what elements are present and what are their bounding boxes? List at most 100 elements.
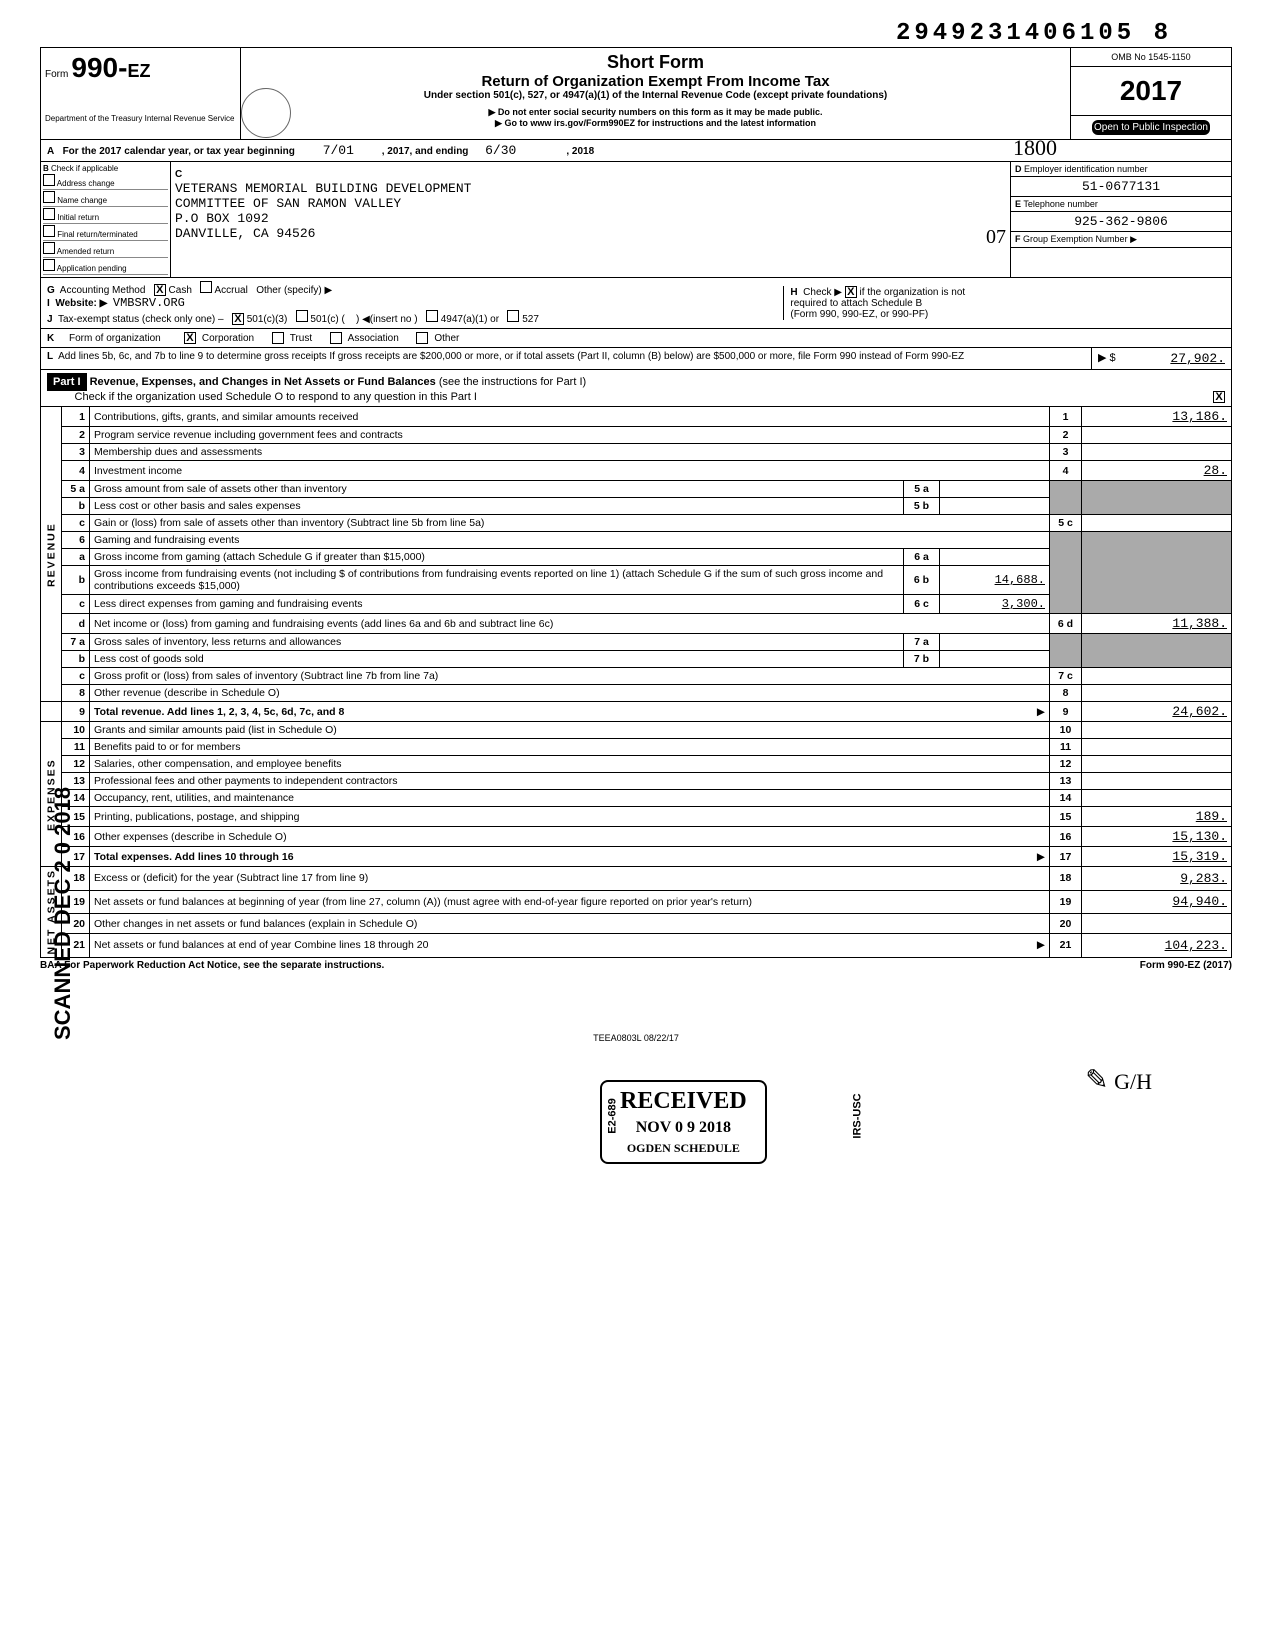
h-text4: (Form 990, 990-EZ, or 990-PF) <box>790 309 928 320</box>
line-16-val: 15,130. <box>1082 827 1232 847</box>
line-1-val: 13,186. <box>1082 407 1232 427</box>
line-7a-desc: Gross sales of inventory, less returns a… <box>90 634 904 651</box>
line-4-desc: Investment income <box>90 461 1050 481</box>
handwritten-1800: 1800 <box>1013 135 1057 161</box>
row-k: K Form of organization X Corporation Tru… <box>40 328 1232 347</box>
cb-501c3[interactable]: X <box>232 313 244 325</box>
shade-6-val <box>1082 532 1232 614</box>
cb-527[interactable] <box>507 310 519 322</box>
org-addr-2: DANVILLE, CA 94526 <box>175 226 315 241</box>
line-9-desc: Total revenue. Add lines 1, 2, 3, 4, 5c,… <box>90 702 1050 722</box>
cb-accrual[interactable] <box>200 281 212 293</box>
lbl-amended: Amended return <box>57 247 114 256</box>
col-c: C VETERANS MEMORIAL BUILDING DEVELOPMENT… <box>171 162 1011 277</box>
label-e: E <box>1015 199 1021 209</box>
lbl-address-change: Address change <box>57 179 115 188</box>
line-6d-num: d <box>62 614 90 634</box>
part1-header-row: Part I Revenue, Expenses, and Changes in… <box>40 369 1232 406</box>
line-5b-desc: Less cost or other basis and sales expen… <box>90 498 904 515</box>
h-text2: if the organization is not <box>860 287 966 298</box>
lbl-501c3: 501(c)(3) <box>247 314 288 325</box>
footer-code: TEEA0803L 08/22/17 <box>40 1033 1232 1043</box>
line-5c-val <box>1082 515 1232 532</box>
line-7a-num: 7 a <box>62 634 90 651</box>
line-13-desc: Professional fees and other payments to … <box>90 773 1050 790</box>
line-13-val <box>1082 773 1232 790</box>
title-main: Short Form <box>249 52 1062 73</box>
tax-exempt-label: Tax-exempt status (check only one) – <box>58 314 224 325</box>
cb-address-change[interactable]: Address change <box>43 173 168 190</box>
cb-trust[interactable] <box>272 332 284 344</box>
group-exempt-label: Group Exemption Number <box>1023 234 1128 244</box>
stamp-e2689: E2-689 <box>607 1098 619 1133</box>
form-number-box: Form 990-EZ Department of the Treasury I… <box>41 48 241 139</box>
line-6c-mval: 3,300. <box>940 595 1050 614</box>
line-6-desc: Gaming and fundraising events <box>90 532 1050 549</box>
line-7b-mid: 7 b <box>904 651 940 668</box>
line-2-val <box>1082 427 1232 444</box>
line-10-rnum: 10 <box>1050 722 1082 739</box>
line-6d-rnum: 6 d <box>1050 614 1082 634</box>
line-2-desc: Program service revenue including govern… <box>90 427 1050 444</box>
label-j: J <box>47 314 53 325</box>
cb-no-schedule-b[interactable]: X <box>845 286 857 298</box>
cb-application-pending[interactable]: Application pending <box>43 258 168 275</box>
line-18-desc: Excess or (deficit) for the year (Subtra… <box>90 867 1050 891</box>
line-15-rnum: 15 <box>1050 807 1082 827</box>
ein-label: Employer identification number <box>1024 164 1148 174</box>
lbl-app-pending: Application pending <box>57 264 127 273</box>
received-date: NOV 0 9 2018 <box>620 1119 747 1137</box>
line-20-desc: Other changes in net assets or fund bala… <box>90 914 1050 934</box>
line-20-val <box>1082 914 1232 934</box>
header-id: 2949231406105 8 <box>40 20 1232 47</box>
line-2-num: 2 <box>62 427 90 444</box>
form-header: Form 990-EZ Department of the Treasury I… <box>40 47 1232 139</box>
cb-schedule-o[interactable]: X <box>1213 391 1225 403</box>
line-5b-num: b <box>62 498 90 515</box>
row-a-text: For the 2017 calendar year, or tax year … <box>63 146 295 157</box>
label-b: B <box>43 164 49 173</box>
line-8-desc: Other revenue (describe in Schedule O) <box>90 685 1050 702</box>
received-office: OGDEN SCHEDULE <box>620 1141 747 1156</box>
shade-5 <box>1050 481 1082 515</box>
cb-final-return[interactable]: Final return/terminated <box>43 224 168 241</box>
part1-title: Revenue, Expenses, and Changes in Net As… <box>90 376 436 388</box>
col-def: D Employer identification number 51-0677… <box>1011 162 1231 277</box>
label-i: I <box>47 298 50 309</box>
line-16-rnum: 16 <box>1050 827 1082 847</box>
cb-name-change[interactable]: Name change <box>43 190 168 207</box>
row-ghi: G Accounting Method X Cash Accrual Other… <box>40 277 1232 328</box>
cb-other-org[interactable] <box>416 332 428 344</box>
line-5c-rnum: 5 c <box>1050 515 1082 532</box>
cb-cash[interactable]: X <box>154 284 166 296</box>
line-12-val <box>1082 756 1232 773</box>
line-6b-mval: 14,688. <box>940 566 1050 595</box>
section-revenue: REVENUE <box>41 407 62 702</box>
h-text3: required to attach Schedule B <box>790 298 922 309</box>
cb-amended[interactable]: Amended return <box>43 241 168 258</box>
line-13-rnum: 13 <box>1050 773 1082 790</box>
line-2-rnum: 2 <box>1050 427 1082 444</box>
cb-initial-return[interactable]: Initial return <box>43 207 168 224</box>
line-20-rnum: 20 <box>1050 914 1082 934</box>
line-6d-desc: Net income or (loss) from gaming and fun… <box>90 614 1050 634</box>
label-g: G <box>47 285 55 296</box>
line-11-desc: Benefits paid to or for members <box>90 739 1050 756</box>
line-10-num: 10 <box>62 722 90 739</box>
line-1-rnum: 1 <box>1050 407 1082 427</box>
lbl-501c: 501(c) ( <box>310 314 344 325</box>
cb-4947[interactable] <box>426 310 438 322</box>
cb-501c[interactable] <box>296 310 308 322</box>
cb-association[interactable] <box>330 332 342 344</box>
line-15-val: 189. <box>1082 807 1232 827</box>
arrow-f: ▶ <box>1130 234 1137 244</box>
line-6c-mid: 6 c <box>904 595 940 614</box>
lbl-accrual: Accrual <box>214 285 247 296</box>
cb-corporation[interactable]: X <box>184 332 196 344</box>
line-7b-num: b <box>62 651 90 668</box>
info-grid: B Check if applicable Address change Nam… <box>40 161 1232 277</box>
form-ez: EZ <box>127 61 150 81</box>
gross-receipts: 27,902. <box>1170 351 1225 366</box>
line-6a-mval <box>940 549 1050 566</box>
label-c: C <box>175 169 182 180</box>
